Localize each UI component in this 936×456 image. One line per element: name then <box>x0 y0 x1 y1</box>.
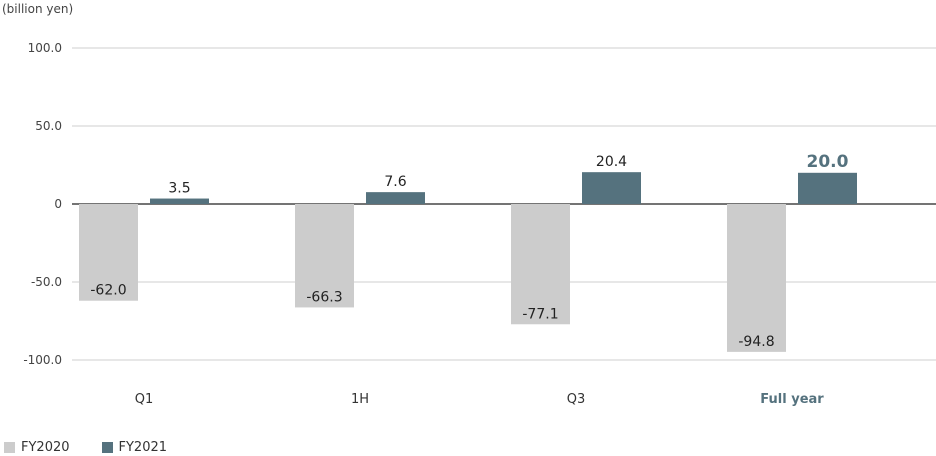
bar-fy2020-1h <box>295 204 354 308</box>
x-tick-label: Q3 <box>567 392 586 407</box>
data-label: -94.8 <box>738 334 774 350</box>
x-tick-label: Full year <box>760 392 824 407</box>
bar-fy2020-full-year <box>727 204 786 352</box>
bar-fy2021-1h <box>366 192 425 204</box>
data-label: 3.5 <box>168 181 190 197</box>
y-tick-label: 100.0 <box>28 41 62 55</box>
legend-swatch-fy2020 <box>4 442 15 453</box>
x-tick-label: 1H <box>351 392 369 407</box>
legend-label-fy2020: FY2020 <box>21 440 70 455</box>
legend-item-fy2020: FY2020 <box>4 440 70 455</box>
bar-fy2021-q3 <box>582 172 641 204</box>
data-label: 20.4 <box>596 154 627 170</box>
y-tick-label: 0 <box>54 197 62 211</box>
unit-label: (billion yen) <box>2 2 74 16</box>
data-label: -62.0 <box>90 283 126 299</box>
y-tick-label: 50.0 <box>35 119 62 133</box>
legend-item-fy2021: FY2021 <box>101 440 168 455</box>
bar-fy2020-q1 <box>79 204 138 301</box>
bar-fy2021-full-year <box>798 172 857 204</box>
legend-label-fy2021: FY2021 <box>118 440 168 455</box>
data-label: -66.3 <box>306 289 342 305</box>
legend-swatch-fy2021 <box>101 442 113 453</box>
bar-fy2020-q3 <box>511 204 570 325</box>
data-label: -77.1 <box>522 306 558 322</box>
data-label: 7.6 <box>384 174 406 190</box>
bar-fy2021-q1 <box>150 198 209 204</box>
legend: FY2020 FY2021 <box>4 440 167 455</box>
y-tick-label: -50.0 <box>31 275 62 289</box>
data-label: 20.0 <box>807 152 849 172</box>
y-tick-label: -100.0 <box>23 353 62 367</box>
x-tick-label: Q1 <box>135 392 154 407</box>
